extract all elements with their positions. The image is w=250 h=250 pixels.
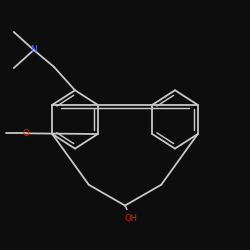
Text: N: N bbox=[30, 46, 37, 54]
Text: O: O bbox=[23, 129, 30, 138]
Text: OH: OH bbox=[125, 214, 138, 222]
